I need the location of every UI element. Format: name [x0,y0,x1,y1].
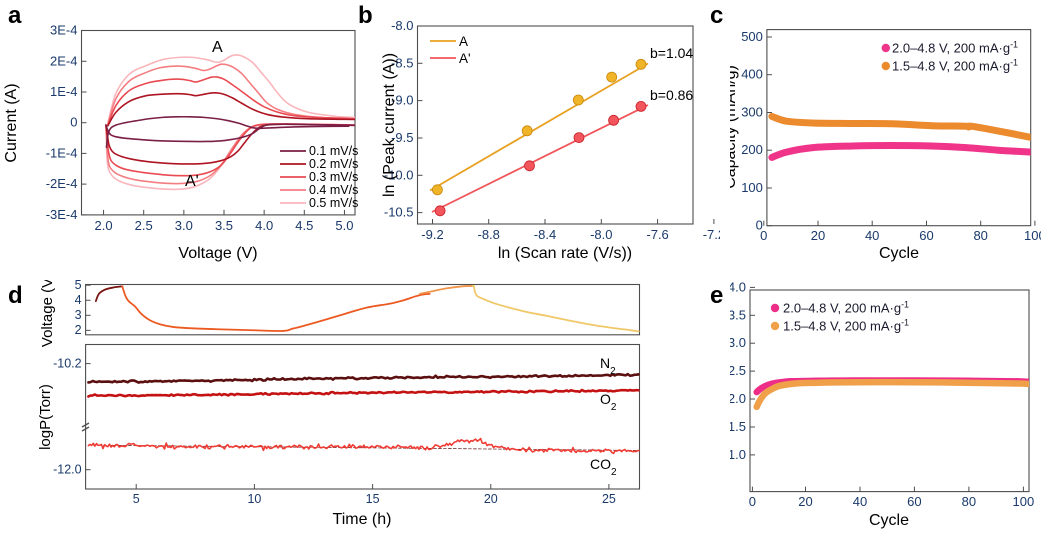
svg-text:Current (A): Current (A) [3,83,20,162]
svg-text:logP(Torr): logP(Torr) [37,384,54,450]
svg-text:3E-4: 3E-4 [50,23,77,38]
svg-text:-1E-4: -1E-4 [46,145,78,160]
svg-text:Capacity (mAh/g): Capacity (mAh/g) [730,65,739,189]
svg-text:20: 20 [484,492,498,506]
svg-text:A: A [212,39,223,56]
svg-text:2.0: 2.0 [95,218,113,233]
svg-text:60: 60 [919,228,933,243]
svg-text:100: 100 [1024,228,1041,243]
svg-text:3.0: 3.0 [175,218,193,233]
svg-text:b=0.86: b=0.86 [650,87,693,103]
svg-text:5.0: 5.0 [335,218,353,233]
svg-text:3: 3 [75,308,82,322]
svg-text:1.0: 1.0 [730,447,746,462]
svg-text:-7.6: -7.6 [646,227,668,242]
svg-text:-3E-4: -3E-4 [46,207,78,222]
svg-text:A': A' [185,173,199,190]
svg-text:0: 0 [749,494,756,509]
svg-text:4.0: 4.0 [255,218,273,233]
svg-text:4.5: 4.5 [295,218,313,233]
svg-text:Cycle: Cycle [879,245,919,262]
svg-text:3.5: 3.5 [215,218,233,233]
svg-text:10: 10 [247,492,261,506]
svg-text:60: 60 [907,494,921,509]
svg-text:Time (h): Time (h) [333,511,392,528]
svg-text:4: 4 [75,293,82,307]
svg-text:25: 25 [602,492,616,506]
svg-text:O2: O2 [600,391,617,413]
svg-text:2.5: 2.5 [730,363,746,378]
svg-text:200: 200 [741,142,763,157]
svg-text:-8.0: -8.0 [391,18,413,33]
svg-text:80: 80 [973,228,987,243]
svg-text:-12.0: -12.0 [53,463,82,477]
svg-text:5: 5 [133,492,140,506]
svg-text:100: 100 [1013,494,1035,509]
svg-text:2.0–4.8 V, 200 mA·g-1: 2.0–4.8 V, 200 mA·g-1 [783,300,909,316]
svg-text:400: 400 [741,67,763,82]
svg-text:2.0–4.8 V, 200 mA·g-1: 2.0–4.8 V, 200 mA·g-1 [892,40,1018,56]
svg-text:-10.2: -10.2 [53,357,82,371]
svg-text:0: 0 [760,228,767,243]
svg-text:20: 20 [798,494,812,509]
svg-text:20: 20 [811,228,825,243]
svg-text:100: 100 [741,180,763,195]
svg-text:40: 40 [865,228,879,243]
svg-text:0.3 mV/s: 0.3 mV/s [309,170,358,184]
svg-text:15: 15 [366,492,380,506]
svg-text:40: 40 [853,494,867,509]
svg-text:-8.4: -8.4 [534,227,556,242]
svg-text:Voltage (V): Voltage (V) [178,245,257,262]
svg-text:-9.2: -9.2 [421,227,443,242]
svg-text:2E-4: 2E-4 [50,53,77,68]
svg-text:-2E-4: -2E-4 [46,176,78,191]
svg-text:Voltage (V): Voltage (V) [39,280,56,347]
svg-text:A': A' [459,51,471,66]
svg-text:N2: N2 [600,355,616,377]
svg-text:-7.2: -7.2 [703,227,720,242]
svg-text:b=1.04: b=1.04 [650,45,693,61]
svg-text:0: 0 [70,115,77,130]
svg-text:500: 500 [741,29,763,44]
svg-text:Cycle: Cycle [869,512,909,529]
svg-text:0.4 mV/s: 0.4 mV/s [309,183,358,197]
svg-text:-8.0: -8.0 [590,227,612,242]
svg-text:300: 300 [741,105,763,120]
svg-text:2.5: 2.5 [135,218,153,233]
svg-text:1E-4: 1E-4 [50,84,77,99]
svg-text:CO2: CO2 [590,456,617,478]
svg-text:2: 2 [75,323,82,337]
svg-text:-8.8: -8.8 [477,227,499,242]
svg-text:3.5: 3.5 [730,307,746,322]
svg-text:3.0: 3.0 [730,335,746,350]
svg-text:4.0: 4.0 [730,280,746,294]
svg-text:2.0: 2.0 [730,391,746,406]
svg-text:ln (Peak current (A)): ln (Peak current (A)) [381,53,398,197]
svg-text:-10.5: -10.5 [384,205,414,220]
svg-text:0.1 mV/s: 0.1 mV/s [309,144,358,158]
svg-text:0.2 mV/s: 0.2 mV/s [309,157,358,171]
svg-text:0.5 mV/s: 0.5 mV/s [309,196,358,210]
svg-text:80: 80 [962,494,976,509]
svg-text:1.5–4.8 V, 200 mA·g-1: 1.5–4.8 V, 200 mA·g-1 [783,318,909,334]
svg-text:5: 5 [75,280,82,292]
svg-text:1.5: 1.5 [730,419,746,434]
svg-text:1.5–4.8 V, 200 mA·g-1: 1.5–4.8 V, 200 mA·g-1 [892,58,1018,74]
svg-text:A: A [459,34,468,49]
svg-text:ln (Scan rate (V/s)): ln (Scan rate (V/s)) [498,245,632,262]
